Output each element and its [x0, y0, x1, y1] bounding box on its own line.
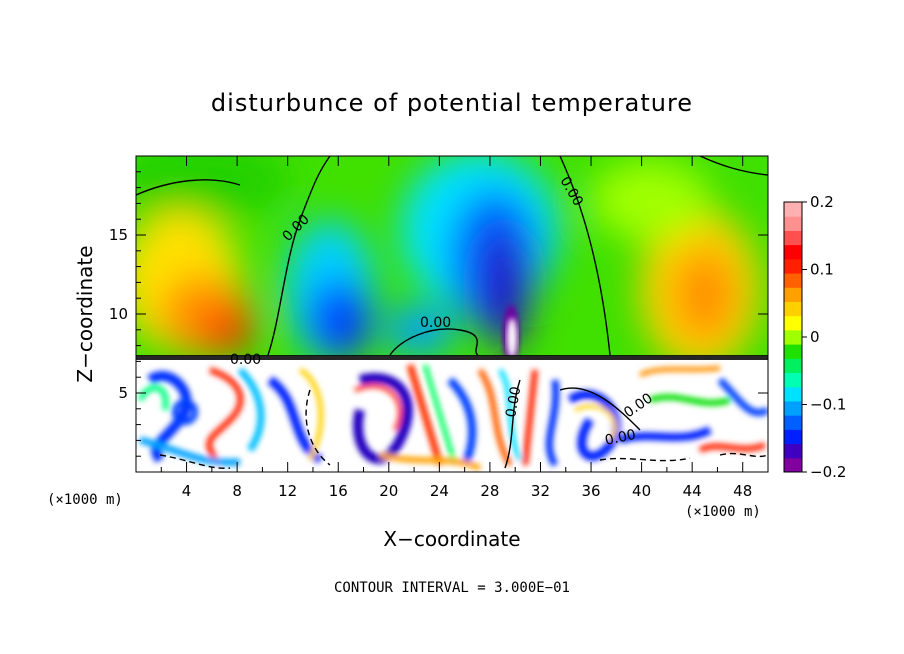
x-tick-label: 36: [581, 482, 600, 500]
colorbar-tick-label: −0.1: [810, 396, 846, 414]
x-axis-label: X−coordinate: [383, 527, 520, 551]
x-tick-label: 44: [683, 482, 702, 500]
y-tick-label: 10: [109, 305, 128, 323]
colorbar-ticks: 0.2 0.1 0 −0.1 −0.2: [802, 193, 846, 481]
chart-title: disturbunce of potential temperature: [211, 89, 693, 117]
colorbar-tick-label: 0: [810, 328, 820, 346]
x-tick-label: 16: [329, 482, 348, 500]
colorbar-cell: [784, 344, 802, 359]
colorbar-cell: [784, 287, 802, 302]
minimum-core-inner: [507, 318, 517, 358]
colorbar-cell: [784, 258, 802, 274]
colorbar-cell: [784, 358, 802, 374]
contour-label: 0.00: [230, 352, 261, 368]
colorbar-cell: [784, 415, 802, 430]
colorbar: [783, 201, 803, 473]
x-tick-label: 8: [232, 482, 242, 500]
y-tick-label: 15: [109, 226, 128, 244]
lower-layer: [136, 355, 768, 472]
colorbar-cell: [784, 301, 802, 317]
plot-area: 0.00 0.00 0.00 0.00 0.00 0.00 0.00: [136, 156, 768, 472]
x-tick-label: 40: [632, 482, 651, 500]
x-tick-label: 4: [182, 482, 192, 500]
colorbar-cell: [784, 372, 802, 388]
y-tick-label: 5: [118, 384, 128, 402]
z-axis-unit-right: (×1000 m): [685, 504, 761, 520]
y-axis: 5 10 15: [109, 171, 768, 457]
x-tick-label: 20: [379, 482, 398, 500]
colorbar-cell: [784, 386, 802, 402]
colorbar-cell: [784, 443, 802, 459]
contour-interval-note: CONTOUR INTERVAL = 3.000E−01: [334, 580, 570, 596]
y-axis-label: Z−coordinate: [73, 245, 97, 382]
colorbar-cell: [784, 315, 802, 331]
colorbar-cell: [784, 457, 802, 473]
x-axis-unit-left: (×1000 m): [47, 492, 123, 508]
colorbar-cell: [784, 429, 802, 445]
colorbar-tick-label: −0.2: [810, 463, 846, 481]
colorbar-cell: [784, 244, 802, 260]
contours: [136, 156, 768, 469]
x-tick-label: 32: [531, 482, 550, 500]
x-tick-label: 12: [278, 482, 297, 500]
upper-field: [136, 156, 760, 370]
contour-label: 0.00: [503, 385, 524, 418]
colorbar-cell: [784, 329, 802, 345]
colorbar-cell: [784, 273, 802, 288]
colorbar-tick-label: 0.2: [810, 193, 834, 211]
colorbar-tick-label: 0.1: [810, 261, 834, 279]
colorbar-cell: [784, 230, 802, 246]
colorbar-cell: [784, 202, 802, 217]
x-tick-label: 24: [430, 482, 449, 500]
contour-label: 0.00: [604, 427, 638, 449]
contour-label: 0.00: [420, 315, 451, 331]
x-tick-label: 28: [480, 482, 499, 500]
colorbar-cell: [784, 400, 802, 416]
x-axis: 4 8 12 16 20 24 28 32 36 40 44 48: [160, 156, 752, 500]
colorbar-cell: [784, 216, 802, 231]
x-tick-label: 48: [733, 482, 752, 500]
